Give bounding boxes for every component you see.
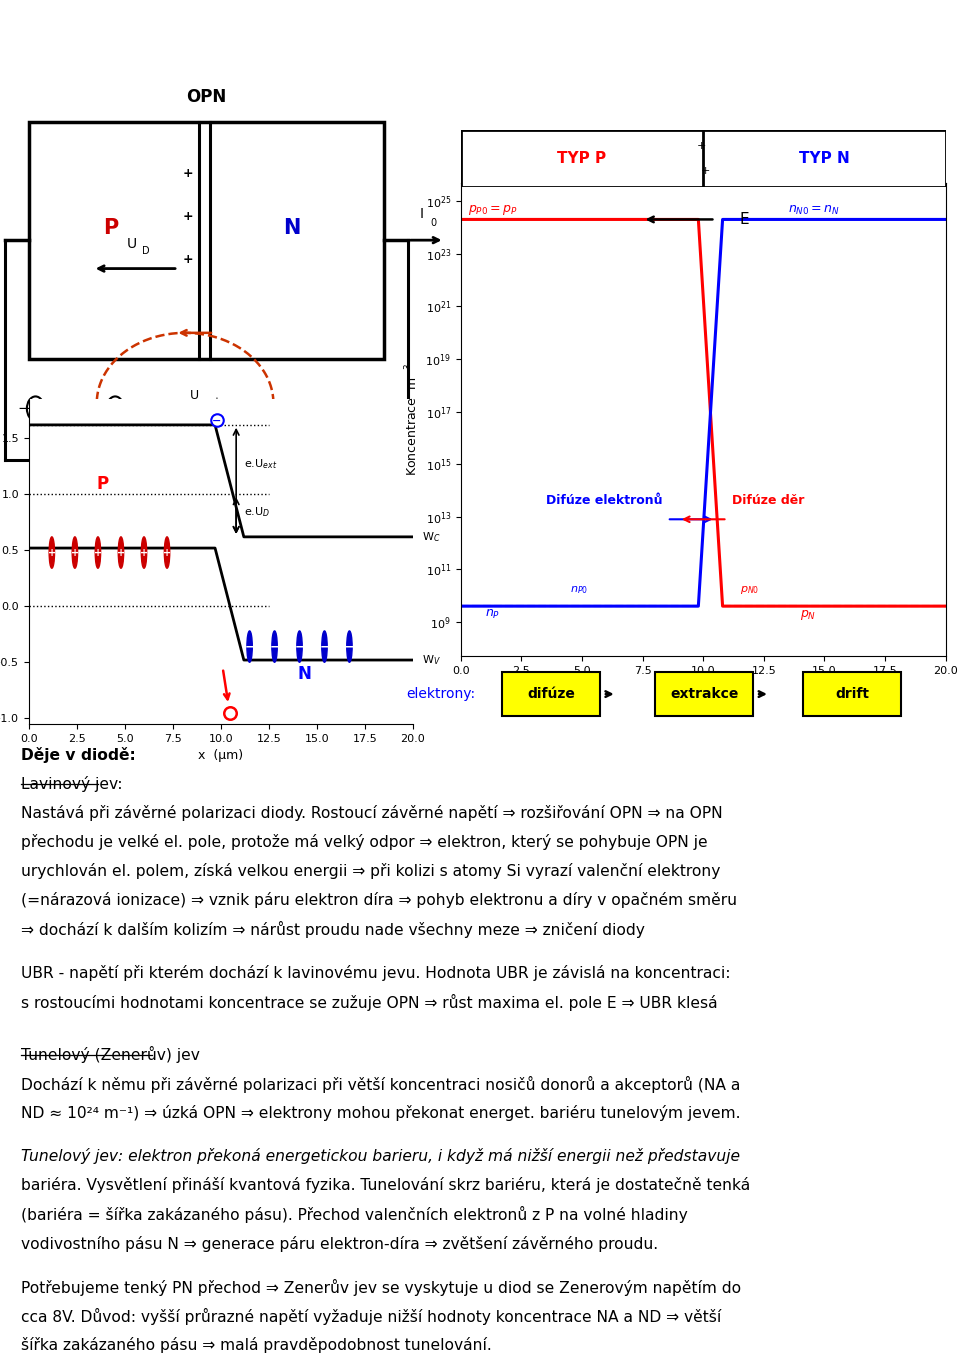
Text: −: − [345,640,354,653]
Text: −: − [295,640,304,653]
Circle shape [118,537,124,568]
FancyBboxPatch shape [803,672,901,716]
FancyBboxPatch shape [502,672,600,716]
Text: UBR - napětí při kterém dochází k lavinovému jevu. Hodnota UBR je závislá na kon: UBR - napětí při kterém dochází k lavino… [21,965,731,981]
Text: P: P [96,475,108,492]
Text: difúze: difúze [527,687,575,701]
Text: $p_N$: $p_N$ [801,607,816,621]
Text: −: − [320,640,329,653]
Text: ⇒ dochází k dalším kolizím ⇒ nárůst proudu nade všechny meze ⇒ zničení diody: ⇒ dochází k dalším kolizím ⇒ nárůst prou… [21,921,645,939]
Text: +: + [163,548,171,557]
Text: Tunelový jev: elektron překoná energetickou barieru, i když má nižší energii než: Tunelový jev: elektron překoná energetic… [21,1149,740,1165]
Text: +: + [94,548,102,557]
Text: +: + [140,548,148,557]
Text: (=nárazová ionizace) ⇒ vznik páru elektron díra ⇒ pohyb elektronu a díry v opačn: (=nárazová ionizace) ⇒ vznik páru elektr… [21,893,737,908]
Text: Lavinový jev:: Lavinový jev: [21,777,123,792]
Circle shape [322,630,327,662]
Text: přechodu je velké el. pole, protože má velký odpor ⇒ elektron, který se pohybuje: přechodu je velké el. pole, protože má v… [21,833,708,850]
Text: e.U$_{ext}$: e.U$_{ext}$ [244,457,277,471]
Circle shape [272,630,277,662]
X-axis label: x  (μm): x (μm) [198,750,244,762]
Text: +: + [182,210,193,223]
Circle shape [141,537,147,568]
Text: Nastává při závěrné polarizaci diody. Rostoucí závěrné napětí ⇒ rozšiřování OPN : Nastává při závěrné polarizaci diody. Ro… [21,805,723,821]
Text: extrakce: extrakce [670,687,738,701]
Text: s rostoucími hodnotami koncentrace se zužuje OPN ⇒ růst maxima el. pole E ⇒ UBR : s rostoucími hodnotami koncentrace se zu… [21,994,718,1011]
Circle shape [247,630,252,662]
Text: vodivostního pásu N ⇒ generace páru elektron-díra ⇒ zvětšení závěrného proudu.: vodivostního pásu N ⇒ generace páru elek… [21,1235,659,1252]
Text: −: − [17,400,31,417]
FancyBboxPatch shape [655,672,754,716]
Text: $n_{N0}=n_N$: $n_{N0}=n_N$ [788,204,840,218]
Text: U: U [190,388,200,402]
Text: $p_{P0}=p_P$: $p_{P0}=p_P$ [468,203,517,218]
X-axis label: x  (μm): x (μm) [681,682,726,694]
Text: bariéra. Vysvětlení přináší kvantová fyzika. Tunelování skrz bariéru, která je d: bariéra. Vysvětlení přináší kvantová fyz… [21,1177,751,1193]
Text: cca 8V. Důvod: vyšší průrazné napětí vyžaduje nižší hodnoty koncentrace NA a ND : cca 8V. Důvod: vyšší průrazné napětí vyž… [21,1308,721,1326]
Text: OPN: OPN [186,88,227,106]
Text: −: − [270,640,279,653]
Text: TYP N: TYP N [799,150,850,166]
Text: (bariéra = šířka zakázaného pásu). Přechod valenčních elektronů z P na volné hla: (bariéra = šířka zakázaného pásu). Přech… [21,1207,688,1223]
Circle shape [72,537,78,568]
Text: ND ≈ 10²⁴ m⁻¹) ⇒ úzká OPN ⇒ elektrony mohou překonat energet. bariéru tunelovým : ND ≈ 10²⁴ m⁻¹) ⇒ úzká OPN ⇒ elektrony mo… [21,1104,740,1120]
Text: −: − [245,640,254,653]
Text: 0: 0 [430,218,436,227]
Text: Potřebujeme tenký PN přechod ⇒ Zenerův jev se vyskytuje u diod se Zenerovým napě: Potřebujeme tenký PN přechod ⇒ Zenerův j… [21,1279,741,1296]
Text: N: N [298,666,311,683]
Bar [29,122,384,359]
Text: W$_C$: W$_C$ [422,530,441,544]
Circle shape [347,630,352,662]
Text: +: + [182,168,193,180]
Text: drift: drift [835,687,869,701]
Text: U: U [127,237,137,252]
Text: Difúze elektronů: Difúze elektronů [545,494,662,507]
Text: urychlován el. polem, získá velkou energii ⇒ při kolizi s atomy Si vyrazí valenč: urychlován el. polem, získá velkou energ… [21,863,721,879]
Text: $n_P$: $n_P$ [485,607,500,621]
Text: +: + [117,548,125,557]
Text: +: + [701,166,709,176]
Text: elektrony:: elektrony: [406,687,475,701]
Text: šířka zakázaného pásu ⇒ malá pravděpodobnost tunelování.: šířka zakázaného pásu ⇒ malá pravděpodob… [21,1337,492,1353]
Text: E: E [739,212,749,227]
Text: +: + [120,400,133,417]
Circle shape [297,630,302,662]
Text: e.U$_D$: e.U$_D$ [244,506,270,520]
Text: N: N [283,218,300,238]
Text: TYP P: TYP P [558,150,607,166]
Text: Děje v diodě:: Děje v diodě: [21,747,136,763]
Text: $n_{P0}$: $n_{P0}$ [570,584,588,595]
Text: +: + [71,548,79,557]
Text: Tunelový (Zenerův) jev: Tunelový (Zenerův) jev [21,1046,200,1063]
Text: W$_V$: W$_V$ [422,653,442,667]
Text: ext: ext [204,398,220,407]
Text: +: + [48,548,56,557]
Text: −: − [212,415,222,425]
Circle shape [95,537,101,568]
Text: Difúze děr: Difúze děr [732,494,804,507]
Text: $p_{N0}$: $p_{N0}$ [739,584,758,595]
Text: P: P [103,218,118,238]
Y-axis label: Koncentrace  m$^{-3}$: Koncentrace m$^{-3}$ [403,363,420,476]
Text: Dochází k němu při závěrné polarizaci při větší koncentraci nosičů donorů a akce: Dochází k němu při závěrné polarizaci př… [21,1076,740,1093]
Text: I: I [420,207,423,221]
Circle shape [164,537,170,568]
Circle shape [49,537,55,568]
Text: +: + [697,141,706,150]
Text: +: + [182,253,193,265]
Text: D: D [142,246,150,256]
